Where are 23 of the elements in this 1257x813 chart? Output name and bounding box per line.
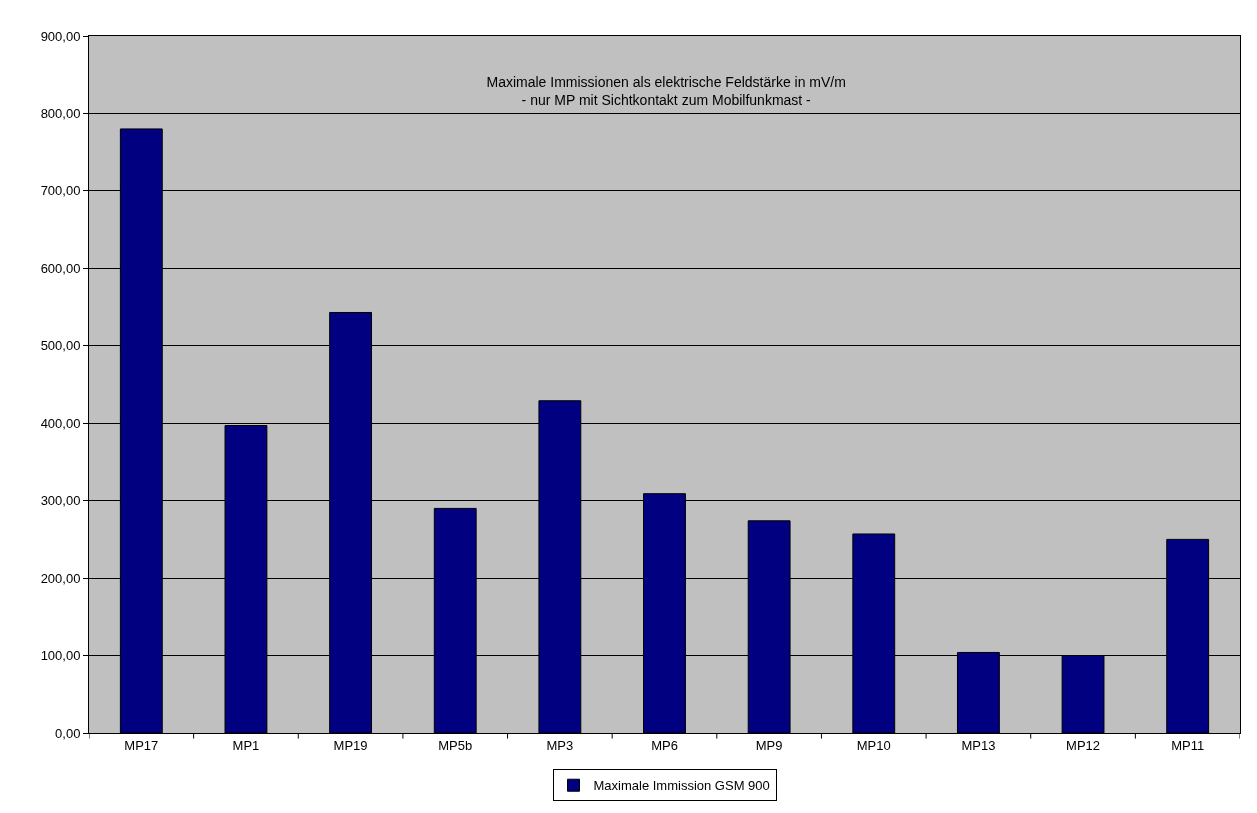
y-tick-label: 300,00 <box>40 493 81 509</box>
x-tick-label: MP12 <box>1066 737 1101 753</box>
y-tick-label: 800,00 <box>40 105 81 121</box>
x-tick-label: MP1 <box>232 737 260 753</box>
x-tick-label: MP11 <box>1171 737 1205 753</box>
y-tick-label: 0,00 <box>55 725 81 741</box>
x-tick-label: MP9 <box>755 737 783 753</box>
y-tick-label: 700,00 <box>40 183 81 199</box>
y-tick-label: 900,00 <box>40 28 81 44</box>
legend-label: Maximale Immission GSM 900 <box>593 778 770 794</box>
x-tick-label: MP6 <box>651 737 678 753</box>
y-tick-label: 500,00 <box>40 338 81 354</box>
x-tick-label: MP19 <box>333 737 368 753</box>
y-tick-label: 600,00 <box>40 260 81 276</box>
y-tick-label: 400,00 <box>40 415 81 431</box>
x-tick-label: MP13 <box>961 737 996 753</box>
x-tick-label: MP3 <box>546 737 574 753</box>
x-tick-label: MP10 <box>856 737 891 753</box>
text: Maximale Immissionen als elektrische Feldstärke in mV/m - nur MP mit Sichtkontakt zum Mobilfunkmast - <box>486 73 846 109</box>
y-tick-label: 200,00 <box>40 570 81 586</box>
x-tick-label: MP5b <box>438 737 473 753</box>
y-tick-label: 100,00 <box>40 648 81 664</box>
x-tick-label: MP17 <box>124 737 159 753</box>
